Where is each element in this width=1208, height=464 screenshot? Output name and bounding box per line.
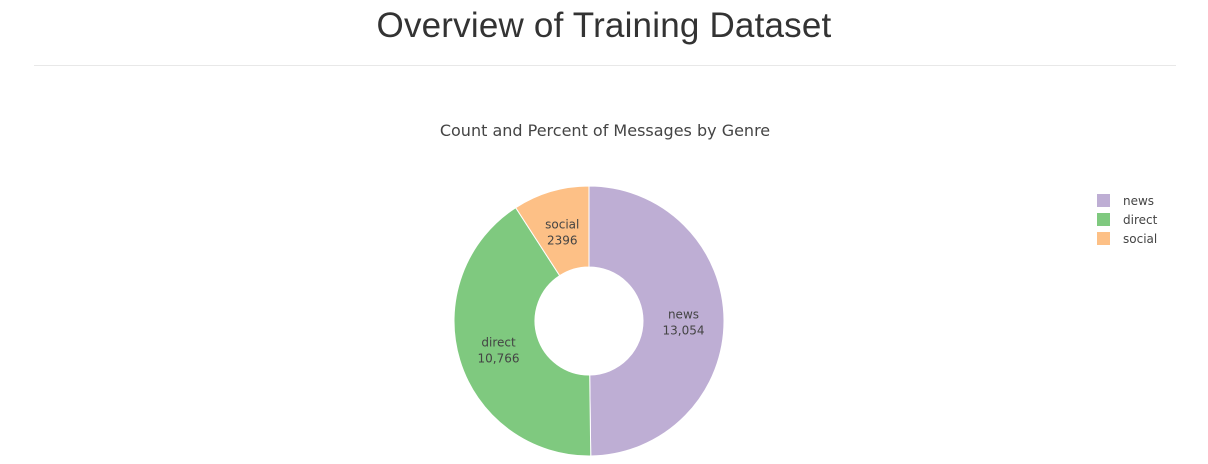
title-divider xyxy=(34,65,1176,66)
donut-slices xyxy=(453,185,725,457)
slice-label-direct: direct xyxy=(481,335,516,349)
slice-social[interactable] xyxy=(514,185,590,277)
slice-value-direct: 10,766 xyxy=(478,351,520,365)
legend-swatch-news xyxy=(1097,194,1110,207)
slice-direct[interactable] xyxy=(453,206,592,457)
legend-label-social: social xyxy=(1123,232,1157,246)
slice-labels: news 13,054 direct 10,766 social 2396 xyxy=(478,217,705,365)
legend-item-news[interactable]: news xyxy=(1097,194,1154,208)
legend-item-social[interactable]: social xyxy=(1097,232,1157,246)
chart-legend[interactable]: news direct social xyxy=(1097,194,1158,246)
legend-label-direct: direct xyxy=(1123,213,1158,227)
page-title: Overview of Training Dataset xyxy=(376,6,832,45)
slice-value-social: 2396 xyxy=(547,233,578,247)
slice-news[interactable] xyxy=(588,185,725,457)
legend-label-news: news xyxy=(1123,194,1154,208)
slice-label-social: social xyxy=(545,217,579,231)
legend-item-direct[interactable]: direct xyxy=(1097,213,1158,227)
chart-title: Count and Percent of Messages by Genre xyxy=(440,121,770,140)
slice-value-news: 13,054 xyxy=(662,323,704,337)
legend-swatch-direct xyxy=(1097,213,1110,226)
slice-label-news: news xyxy=(668,307,699,321)
legend-swatch-social xyxy=(1097,232,1110,245)
